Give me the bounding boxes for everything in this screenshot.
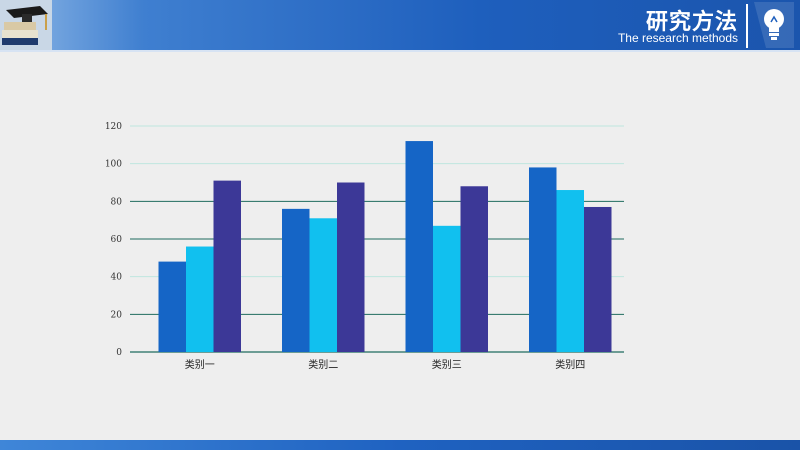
bar (309, 218, 337, 352)
bar (186, 246, 214, 352)
y-tick-label: 40 (111, 273, 123, 283)
x-tick-label: 类别四 (555, 358, 585, 371)
x-tick-label: 类别一 (185, 358, 215, 371)
bar (556, 190, 584, 352)
header-divider (746, 4, 748, 48)
y-tick-label: 100 (105, 160, 122, 170)
bar (405, 141, 433, 352)
bar (584, 206, 612, 352)
y-tick-label: 80 (111, 197, 123, 207)
bar (529, 167, 557, 352)
bar (337, 182, 365, 352)
page-title: 研究方法 (645, 10, 738, 35)
header-underline (0, 50, 800, 52)
y-tick-label: 20 (111, 310, 123, 320)
bar (213, 180, 241, 352)
x-tick-label: 类别二 (308, 358, 338, 371)
books-graduation-cap-icon (0, 0, 52, 50)
x-tick-label: 类别三 (432, 358, 462, 371)
header-bar (0, 0, 800, 50)
y-tick-label: 120 (105, 122, 122, 132)
lightbulb-icon (754, 2, 794, 48)
y-tick-label: 0 (116, 348, 122, 358)
page-subtitle: The research methods (617, 31, 738, 45)
y-tick-label: 60 (111, 235, 123, 245)
bar (158, 261, 186, 352)
bar (282, 208, 310, 352)
footer-bar (0, 440, 800, 450)
bar (433, 225, 461, 352)
bar (460, 186, 488, 352)
